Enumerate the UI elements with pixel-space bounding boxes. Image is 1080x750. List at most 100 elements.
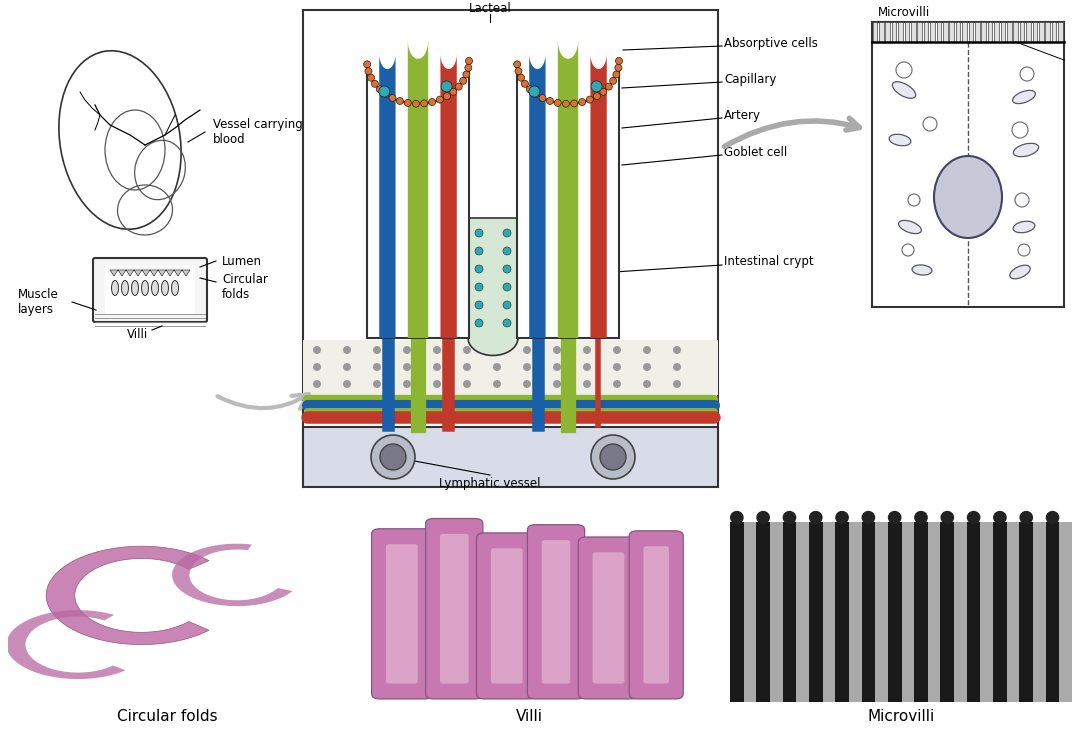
Bar xyxy=(1059,521,1072,702)
Polygon shape xyxy=(468,218,518,356)
Bar xyxy=(1058,22,1063,42)
Circle shape xyxy=(403,363,411,371)
Bar xyxy=(809,521,823,702)
FancyBboxPatch shape xyxy=(578,537,638,699)
Circle shape xyxy=(605,83,612,90)
Polygon shape xyxy=(591,54,607,338)
Bar xyxy=(1039,22,1043,42)
Circle shape xyxy=(514,61,521,68)
FancyBboxPatch shape xyxy=(440,534,469,683)
Circle shape xyxy=(403,380,411,388)
Circle shape xyxy=(522,80,528,87)
Circle shape xyxy=(673,346,681,354)
Bar xyxy=(969,22,973,42)
Ellipse shape xyxy=(1013,91,1036,104)
Circle shape xyxy=(503,229,511,237)
Bar xyxy=(835,521,849,702)
Bar xyxy=(875,521,888,702)
Circle shape xyxy=(463,380,471,388)
Text: Villi: Villi xyxy=(127,328,149,341)
Bar xyxy=(905,22,909,42)
Circle shape xyxy=(313,346,321,354)
Bar xyxy=(914,521,928,702)
Circle shape xyxy=(396,98,404,104)
Circle shape xyxy=(553,380,561,388)
Circle shape xyxy=(420,100,428,107)
Ellipse shape xyxy=(862,511,875,524)
Ellipse shape xyxy=(967,511,981,524)
Circle shape xyxy=(526,86,534,93)
Circle shape xyxy=(441,81,453,92)
Circle shape xyxy=(364,61,370,68)
Ellipse shape xyxy=(151,280,159,296)
Circle shape xyxy=(523,380,531,388)
Circle shape xyxy=(460,77,467,84)
Ellipse shape xyxy=(994,511,1007,524)
Circle shape xyxy=(463,71,470,78)
Text: Microvilli: Microvilli xyxy=(867,709,934,724)
Bar xyxy=(941,521,954,702)
Bar xyxy=(892,22,896,42)
Bar xyxy=(783,521,796,702)
Circle shape xyxy=(523,363,531,371)
Circle shape xyxy=(529,86,540,97)
FancyBboxPatch shape xyxy=(644,546,669,683)
Circle shape xyxy=(554,99,562,106)
Ellipse shape xyxy=(835,511,849,524)
Bar xyxy=(849,521,862,702)
Circle shape xyxy=(503,301,511,309)
Bar xyxy=(756,521,770,702)
Text: Circular folds: Circular folds xyxy=(117,709,217,724)
Circle shape xyxy=(523,346,531,354)
Text: Goblet cell: Goblet cell xyxy=(724,146,787,158)
Polygon shape xyxy=(529,54,545,338)
Bar xyxy=(1001,22,1005,42)
Bar xyxy=(930,22,934,42)
Text: Lymphatic vessel: Lymphatic vessel xyxy=(440,477,541,490)
Circle shape xyxy=(436,96,444,103)
Circle shape xyxy=(376,86,383,93)
Bar xyxy=(928,521,941,702)
Circle shape xyxy=(343,346,351,354)
Bar xyxy=(886,22,890,42)
Polygon shape xyxy=(408,40,428,338)
Circle shape xyxy=(615,64,622,71)
Bar xyxy=(995,22,999,42)
Bar xyxy=(872,22,1064,307)
Polygon shape xyxy=(134,270,141,276)
Polygon shape xyxy=(379,54,395,338)
Circle shape xyxy=(600,444,626,470)
Bar xyxy=(994,521,1007,702)
Circle shape xyxy=(372,435,415,479)
Bar xyxy=(956,22,960,42)
Bar xyxy=(902,521,914,702)
Circle shape xyxy=(599,88,607,95)
FancyBboxPatch shape xyxy=(93,258,207,322)
Bar xyxy=(1032,22,1037,42)
Polygon shape xyxy=(174,270,183,276)
Bar xyxy=(982,22,986,42)
Bar xyxy=(1026,22,1030,42)
Circle shape xyxy=(464,64,472,71)
Ellipse shape xyxy=(889,134,910,146)
Bar xyxy=(949,22,954,42)
Bar xyxy=(823,521,835,702)
Text: Lumen: Lumen xyxy=(222,255,262,268)
Circle shape xyxy=(616,58,622,64)
FancyBboxPatch shape xyxy=(527,525,584,699)
Circle shape xyxy=(433,363,441,371)
Bar xyxy=(1045,521,1059,702)
Bar xyxy=(962,22,967,42)
Circle shape xyxy=(563,100,569,107)
Circle shape xyxy=(532,91,539,98)
Bar xyxy=(303,427,718,487)
Polygon shape xyxy=(367,61,469,338)
Bar xyxy=(873,22,877,42)
Text: Muscle
layers: Muscle layers xyxy=(18,288,58,316)
Text: Lacteal: Lacteal xyxy=(469,2,511,15)
Circle shape xyxy=(515,68,522,75)
Circle shape xyxy=(594,93,600,100)
Bar xyxy=(796,521,809,702)
Ellipse shape xyxy=(941,511,954,524)
Text: Microvilli
(brush border): Microvilli (brush border) xyxy=(878,6,963,34)
